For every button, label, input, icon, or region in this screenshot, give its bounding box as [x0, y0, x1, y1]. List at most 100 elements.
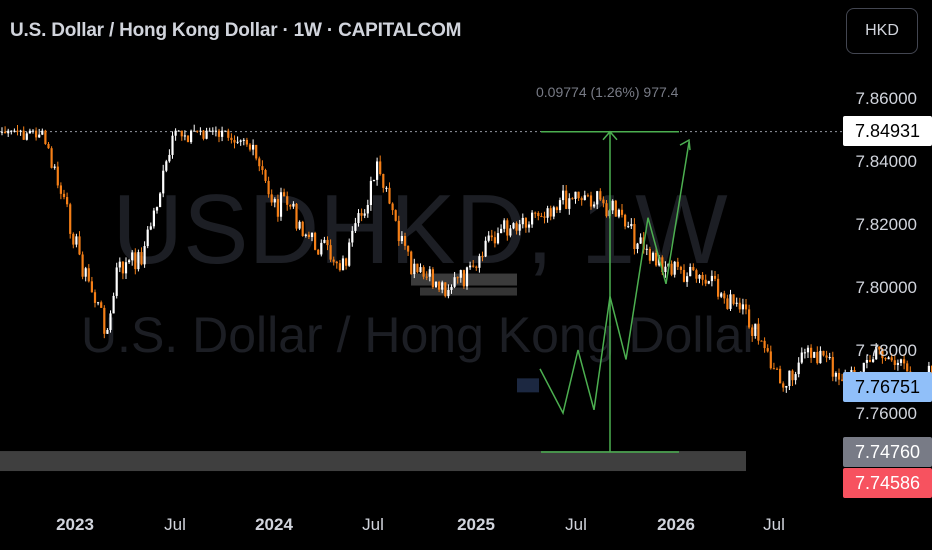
candle-body: [617, 209, 620, 217]
candle-body: [252, 144, 255, 150]
candle-body: [193, 130, 196, 132]
candle-body: [286, 196, 289, 205]
candle-body: [645, 248, 648, 250]
candle-body: [717, 278, 720, 297]
y-tick-label: 7.86000: [856, 89, 917, 108]
candle-body: [766, 348, 769, 352]
candle-body: [317, 249, 320, 255]
candle-body: [314, 232, 317, 250]
candle-body: [444, 282, 447, 297]
candle-body: [47, 143, 50, 149]
candle-body: [506, 220, 509, 236]
candle-body: [397, 220, 400, 242]
candle-body: [695, 270, 698, 279]
candle-body: [775, 368, 779, 370]
candle-body: [701, 274, 704, 280]
candle-body: [757, 323, 760, 341]
candle-body: [273, 199, 276, 203]
candle-body: [245, 139, 248, 145]
candle-body: [552, 207, 555, 217]
candle-body: [639, 237, 642, 244]
candle-body: [484, 240, 487, 257]
candle-body: [379, 161, 382, 175]
price-axis[interactable]: 7.86000 7.84000 7.82000 7.80000 7.78000 7.760…: [856, 89, 917, 423]
candle-body: [146, 229, 149, 247]
candle-body: [810, 347, 813, 358]
candle-body: [391, 203, 394, 211]
candle-body: [927, 365, 930, 376]
candle-body: [230, 137, 233, 140]
candle-body: [896, 362, 899, 365]
candle-body: [534, 212, 537, 214]
candle-body: [788, 370, 791, 387]
candle-body: [720, 293, 723, 297]
candle-body: [224, 130, 227, 132]
candle-body: [159, 193, 162, 208]
candle-body: [540, 216, 543, 218]
candle-body: [162, 170, 165, 194]
candle-body: [571, 198, 574, 200]
candle-body: [903, 359, 906, 364]
candle-body: [512, 223, 515, 229]
watermark-name: U.S. Dollar / Hong Kong Dollar: [81, 307, 759, 363]
candle-body: [7, 130, 10, 134]
candle-body: [44, 130, 47, 144]
candle-body: [335, 261, 338, 264]
candle-body: [487, 235, 490, 241]
candle-body: [236, 141, 239, 143]
candle-body: [822, 350, 825, 356]
candle-body: [217, 130, 221, 137]
candle-body: [875, 346, 878, 360]
candle-body: [261, 166, 264, 171]
candle-body: [620, 209, 624, 215]
candle-body: [279, 192, 283, 217]
candle-body: [248, 144, 252, 150]
candle-body: [35, 130, 38, 138]
projection-drawing[interactable]: [539, 130, 691, 453]
candle-body: [453, 277, 456, 287]
candle-body: [41, 130, 44, 135]
time-axis[interactable]: 2023 Jul 2024 Jul 2025 Jul 2026 Jul: [56, 515, 785, 534]
candle-body: [614, 200, 617, 217]
currency-button[interactable]: HKD: [846, 8, 918, 54]
candle-body: [118, 261, 121, 268]
y-tick-label: 7.80000: [856, 278, 917, 297]
candle-body: [732, 294, 735, 304]
candle-body: [413, 263, 416, 275]
candle-body: [431, 269, 434, 288]
candle-body: [323, 239, 326, 243]
candle-body: [772, 368, 775, 370]
candle-body: [109, 313, 112, 330]
candle-body: [131, 252, 134, 261]
candle-body: [341, 258, 345, 271]
candle-body: [825, 355, 828, 358]
gray-price-label: 7.74760: [843, 437, 932, 467]
candle-body: [149, 226, 152, 230]
candle-body: [124, 262, 128, 274]
candle-body: [785, 386, 788, 388]
candle-body: [134, 252, 137, 270]
candle-body: [481, 256, 484, 258]
candle-body: [416, 263, 419, 273]
candle-body: [627, 226, 630, 228]
candle-body: [227, 130, 230, 138]
candle-body: [707, 281, 710, 284]
candle-body: [524, 217, 527, 228]
candle-body: [301, 221, 304, 236]
candle-body: [332, 259, 335, 262]
measure-arrow-head: [602, 130, 618, 141]
candle-body: [816, 351, 819, 364]
red-price-label: 7.74586: [843, 468, 932, 498]
x-tick-label: Jul: [565, 515, 587, 534]
current-price-label: 7.84931: [843, 116, 932, 146]
candle-body: [13, 130, 16, 132]
x-tick-label: Jul: [362, 515, 384, 534]
candle-body: [270, 194, 273, 203]
candle-body: [769, 351, 772, 369]
candle-body: [599, 191, 602, 200]
candle-body: [69, 204, 72, 234]
candle-body: [679, 266, 682, 270]
candle-body: [670, 263, 673, 275]
candle-body: [751, 327, 754, 336]
